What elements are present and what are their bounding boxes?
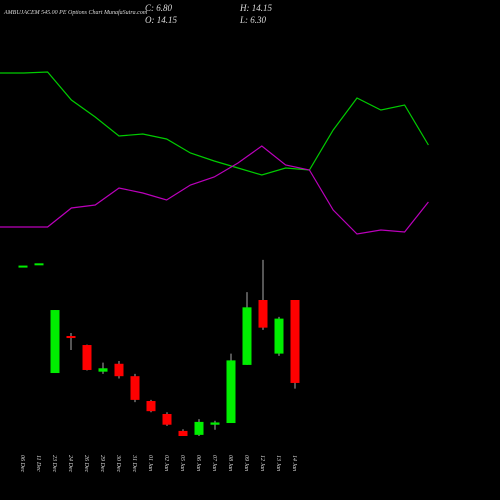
chart-title: AMBUJACEM 545.00 PE Options Chart Munafa… [3, 9, 148, 16]
ohlc-label: O: 14.15 [145, 15, 177, 25]
x-tick-label: 06 Dec [19, 455, 25, 472]
candle-body [98, 368, 108, 372]
candle-body [66, 336, 76, 339]
x-tick-label: 09 Jan [243, 455, 249, 471]
candle-body [274, 318, 284, 354]
x-tick-label: 01 Jan [147, 455, 153, 471]
x-tick-label: 26 Dec [83, 455, 89, 472]
x-tick-label: 11 Dec [35, 455, 41, 472]
line-series [0, 71, 429, 176]
candle-body [50, 310, 60, 374]
x-tick-label: 06 Jan [195, 455, 201, 471]
candle-body [130, 376, 140, 400]
line-series [0, 145, 429, 235]
candle-body [258, 300, 268, 328]
x-tick-label: 24 Dec [67, 455, 74, 472]
x-tick-label: 30 Dec [115, 454, 121, 472]
x-tick-label: 23 Dec [51, 455, 57, 472]
ohlc-label: H: 14.15 [239, 3, 272, 13]
candle-body [290, 300, 300, 383]
candle-body [162, 413, 172, 425]
x-tick-label: 31 Dec [131, 454, 137, 472]
x-tick-label: 12 Jan [259, 455, 265, 471]
x-tick-label: 07 Jan [211, 455, 217, 471]
ohlc-label: L: 6.30 [239, 15, 267, 25]
candle-body [18, 265, 28, 268]
candle-body [242, 307, 252, 365]
candle-body [226, 360, 236, 424]
x-tick-label: 29 Dec [99, 455, 105, 472]
candle-body [194, 421, 204, 435]
x-tick-label: 14 Jan [291, 455, 298, 471]
candle-body [146, 401, 156, 412]
x-tick-label: 13 Jan [275, 455, 281, 471]
candle-body [210, 422, 220, 425]
candle-body [178, 430, 188, 437]
x-tick-label: 02 Jan [163, 455, 169, 471]
candle-body [114, 363, 124, 377]
x-tick-label: 05 Jan [179, 455, 185, 471]
candle-body [82, 345, 92, 370]
x-tick-label: 08 Jan [227, 455, 233, 471]
ohlc-label: C: 6.80 [145, 3, 173, 13]
candle-body [34, 263, 44, 266]
